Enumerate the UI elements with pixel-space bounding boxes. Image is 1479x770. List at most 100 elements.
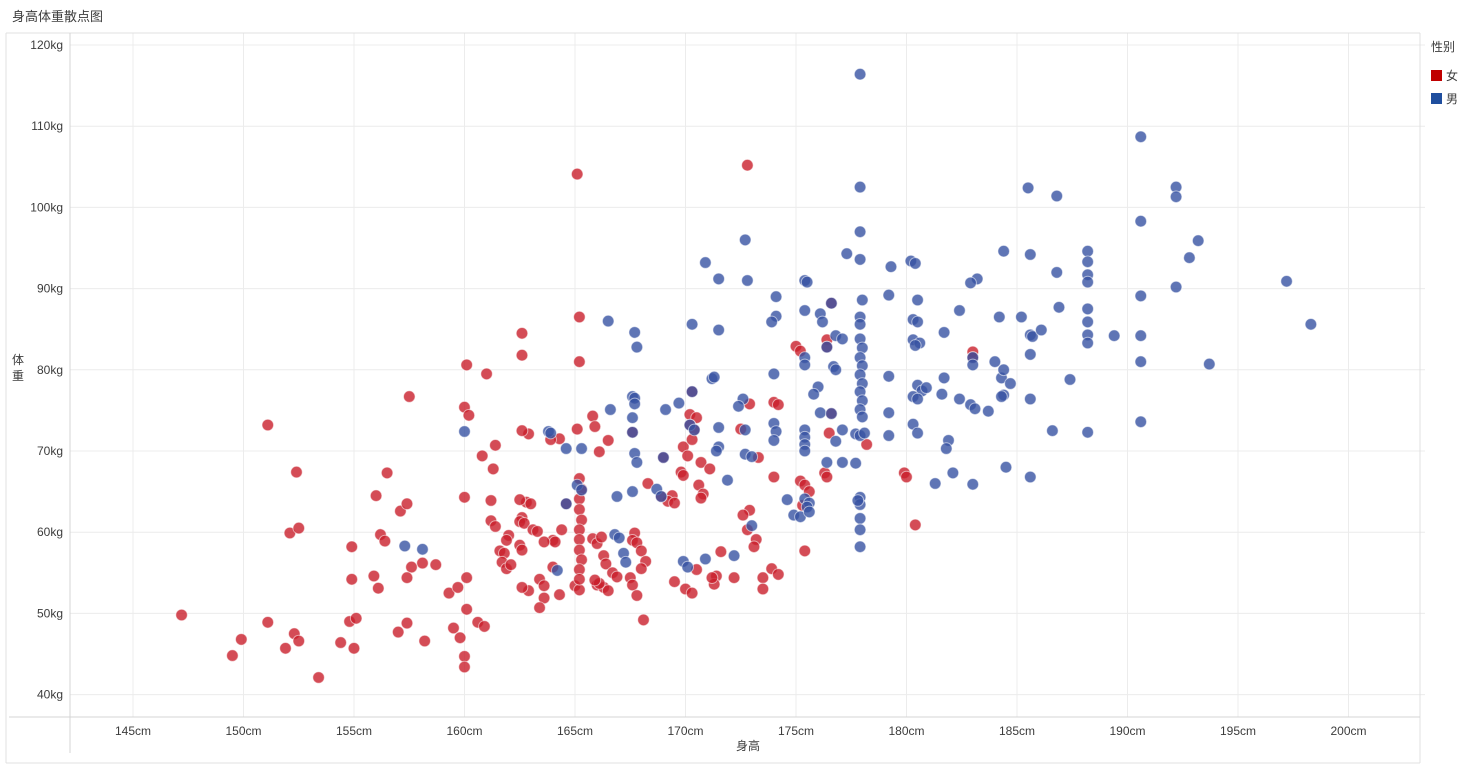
data-point-male[interactable] bbox=[853, 253, 867, 266]
data-point-male[interactable] bbox=[1050, 266, 1064, 279]
data-point-male[interactable] bbox=[1081, 275, 1094, 289]
data-point-female[interactable] bbox=[533, 601, 546, 615]
data-point-male[interactable] bbox=[966, 478, 980, 491]
data-point-female[interactable] bbox=[635, 544, 648, 558]
data-point-female[interactable] bbox=[372, 581, 385, 595]
data-point-female[interactable] bbox=[515, 424, 529, 438]
data-point-male[interactable] bbox=[825, 407, 838, 420]
data-point-male[interactable] bbox=[688, 423, 701, 437]
data-point-male[interactable] bbox=[853, 180, 867, 194]
data-point-female[interactable] bbox=[391, 625, 405, 639]
data-point-female[interactable] bbox=[418, 634, 432, 648]
data-point-male[interactable] bbox=[1024, 392, 1037, 406]
data-point-male[interactable] bbox=[798, 358, 812, 372]
data-point-female[interactable] bbox=[292, 521, 306, 535]
data-point-female[interactable] bbox=[573, 355, 586, 369]
data-point-male[interactable] bbox=[1169, 190, 1183, 204]
data-point-male[interactable] bbox=[882, 370, 896, 383]
data-point-male[interactable] bbox=[1169, 280, 1183, 294]
data-point-male[interactable] bbox=[853, 318, 867, 331]
data-point-female[interactable] bbox=[400, 616, 414, 630]
data-point-male[interactable] bbox=[997, 363, 1011, 377]
data-point-male[interactable] bbox=[911, 426, 924, 440]
data-point-male[interactable] bbox=[685, 385, 699, 399]
data-point-male[interactable] bbox=[1134, 355, 1148, 369]
data-point-female[interactable] bbox=[681, 449, 695, 463]
data-point-male[interactable] bbox=[712, 272, 726, 286]
data-point-female[interactable] bbox=[442, 586, 456, 600]
data-point-male[interactable] bbox=[626, 411, 639, 425]
data-point-male[interactable] bbox=[1107, 329, 1121, 343]
data-point-female[interactable] bbox=[756, 582, 770, 596]
data-point-male[interactable] bbox=[575, 442, 588, 455]
data-point-male[interactable] bbox=[1081, 255, 1094, 269]
data-point-male[interactable] bbox=[820, 456, 834, 469]
data-point-female[interactable] bbox=[175, 608, 188, 622]
data-point-male[interactable] bbox=[630, 340, 644, 354]
data-point-female[interactable] bbox=[573, 503, 586, 516]
data-point-male[interactable] bbox=[851, 494, 865, 507]
data-point-male[interactable] bbox=[946, 466, 960, 480]
data-point-male[interactable] bbox=[909, 339, 922, 352]
data-point-male[interactable] bbox=[1134, 130, 1148, 144]
data-point-female[interactable] bbox=[593, 445, 606, 459]
data-point-male[interactable] bbox=[780, 493, 794, 507]
data-point-female[interactable] bbox=[820, 470, 834, 484]
data-point-female[interactable] bbox=[345, 540, 359, 554]
data-point-female[interactable] bbox=[235, 633, 248, 646]
data-point-female[interactable] bbox=[369, 489, 383, 503]
data-point-female[interactable] bbox=[537, 579, 551, 593]
data-point-male[interactable] bbox=[849, 456, 863, 470]
data-point-male[interactable] bbox=[699, 552, 712, 566]
data-point-female[interactable] bbox=[261, 616, 275, 629]
data-point-female[interactable] bbox=[767, 470, 781, 484]
data-point-male[interactable] bbox=[928, 477, 942, 490]
data-point-male[interactable] bbox=[853, 540, 867, 554]
data-point-female[interactable] bbox=[909, 518, 922, 532]
data-point-female[interactable] bbox=[416, 556, 429, 570]
data-point-female[interactable] bbox=[478, 620, 491, 633]
data-point-male[interactable] bbox=[825, 296, 838, 310]
data-point-male[interactable] bbox=[999, 460, 1013, 474]
data-point-female[interactable] bbox=[515, 348, 529, 362]
data-point-male[interactable] bbox=[935, 387, 949, 401]
data-point-male[interactable] bbox=[953, 304, 966, 317]
data-point-male[interactable] bbox=[628, 397, 642, 411]
data-point-female[interactable] bbox=[573, 533, 586, 546]
data-point-male[interactable] bbox=[416, 543, 429, 556]
data-point-female[interactable] bbox=[694, 491, 708, 505]
data-point-male[interactable] bbox=[858, 426, 871, 440]
data-point-female[interactable] bbox=[524, 497, 538, 511]
data-point-female[interactable] bbox=[458, 660, 471, 674]
data-point-male[interactable] bbox=[882, 406, 896, 420]
data-point-male[interactable] bbox=[995, 390, 1008, 403]
data-point-male[interactable] bbox=[559, 497, 573, 511]
data-point-male[interactable] bbox=[1304, 318, 1318, 331]
data-point-male[interactable] bbox=[630, 456, 644, 469]
data-point-female[interactable] bbox=[798, 544, 812, 558]
data-point-male[interactable] bbox=[966, 358, 980, 372]
data-point-female[interactable] bbox=[677, 469, 690, 482]
data-point-female[interactable] bbox=[400, 571, 414, 585]
data-point-male[interactable] bbox=[911, 392, 924, 406]
data-point-female[interactable] bbox=[500, 534, 513, 547]
data-point-female[interactable] bbox=[405, 560, 418, 574]
data-point-female[interactable] bbox=[573, 583, 586, 597]
data-point-female[interactable] bbox=[570, 422, 584, 436]
data-point-female[interactable] bbox=[378, 534, 392, 548]
data-point-female[interactable] bbox=[822, 426, 836, 440]
data-point-male[interactable] bbox=[738, 423, 752, 437]
data-point-male[interactable] bbox=[798, 304, 812, 317]
data-point-male[interactable] bbox=[612, 531, 626, 545]
data-point-male[interactable] bbox=[681, 560, 695, 574]
data-point-male[interactable] bbox=[398, 539, 412, 553]
data-point-male[interactable] bbox=[769, 290, 783, 304]
data-point-female[interactable] bbox=[610, 570, 624, 584]
data-point-female[interactable] bbox=[588, 573, 602, 587]
data-point-female[interactable] bbox=[555, 523, 569, 537]
data-point-male[interactable] bbox=[551, 564, 564, 577]
data-point-female[interactable] bbox=[380, 466, 394, 480]
legend-item-female[interactable]: 女 bbox=[1431, 67, 1477, 84]
data-point-male[interactable] bbox=[820, 340, 834, 354]
data-point-male[interactable] bbox=[920, 381, 933, 395]
